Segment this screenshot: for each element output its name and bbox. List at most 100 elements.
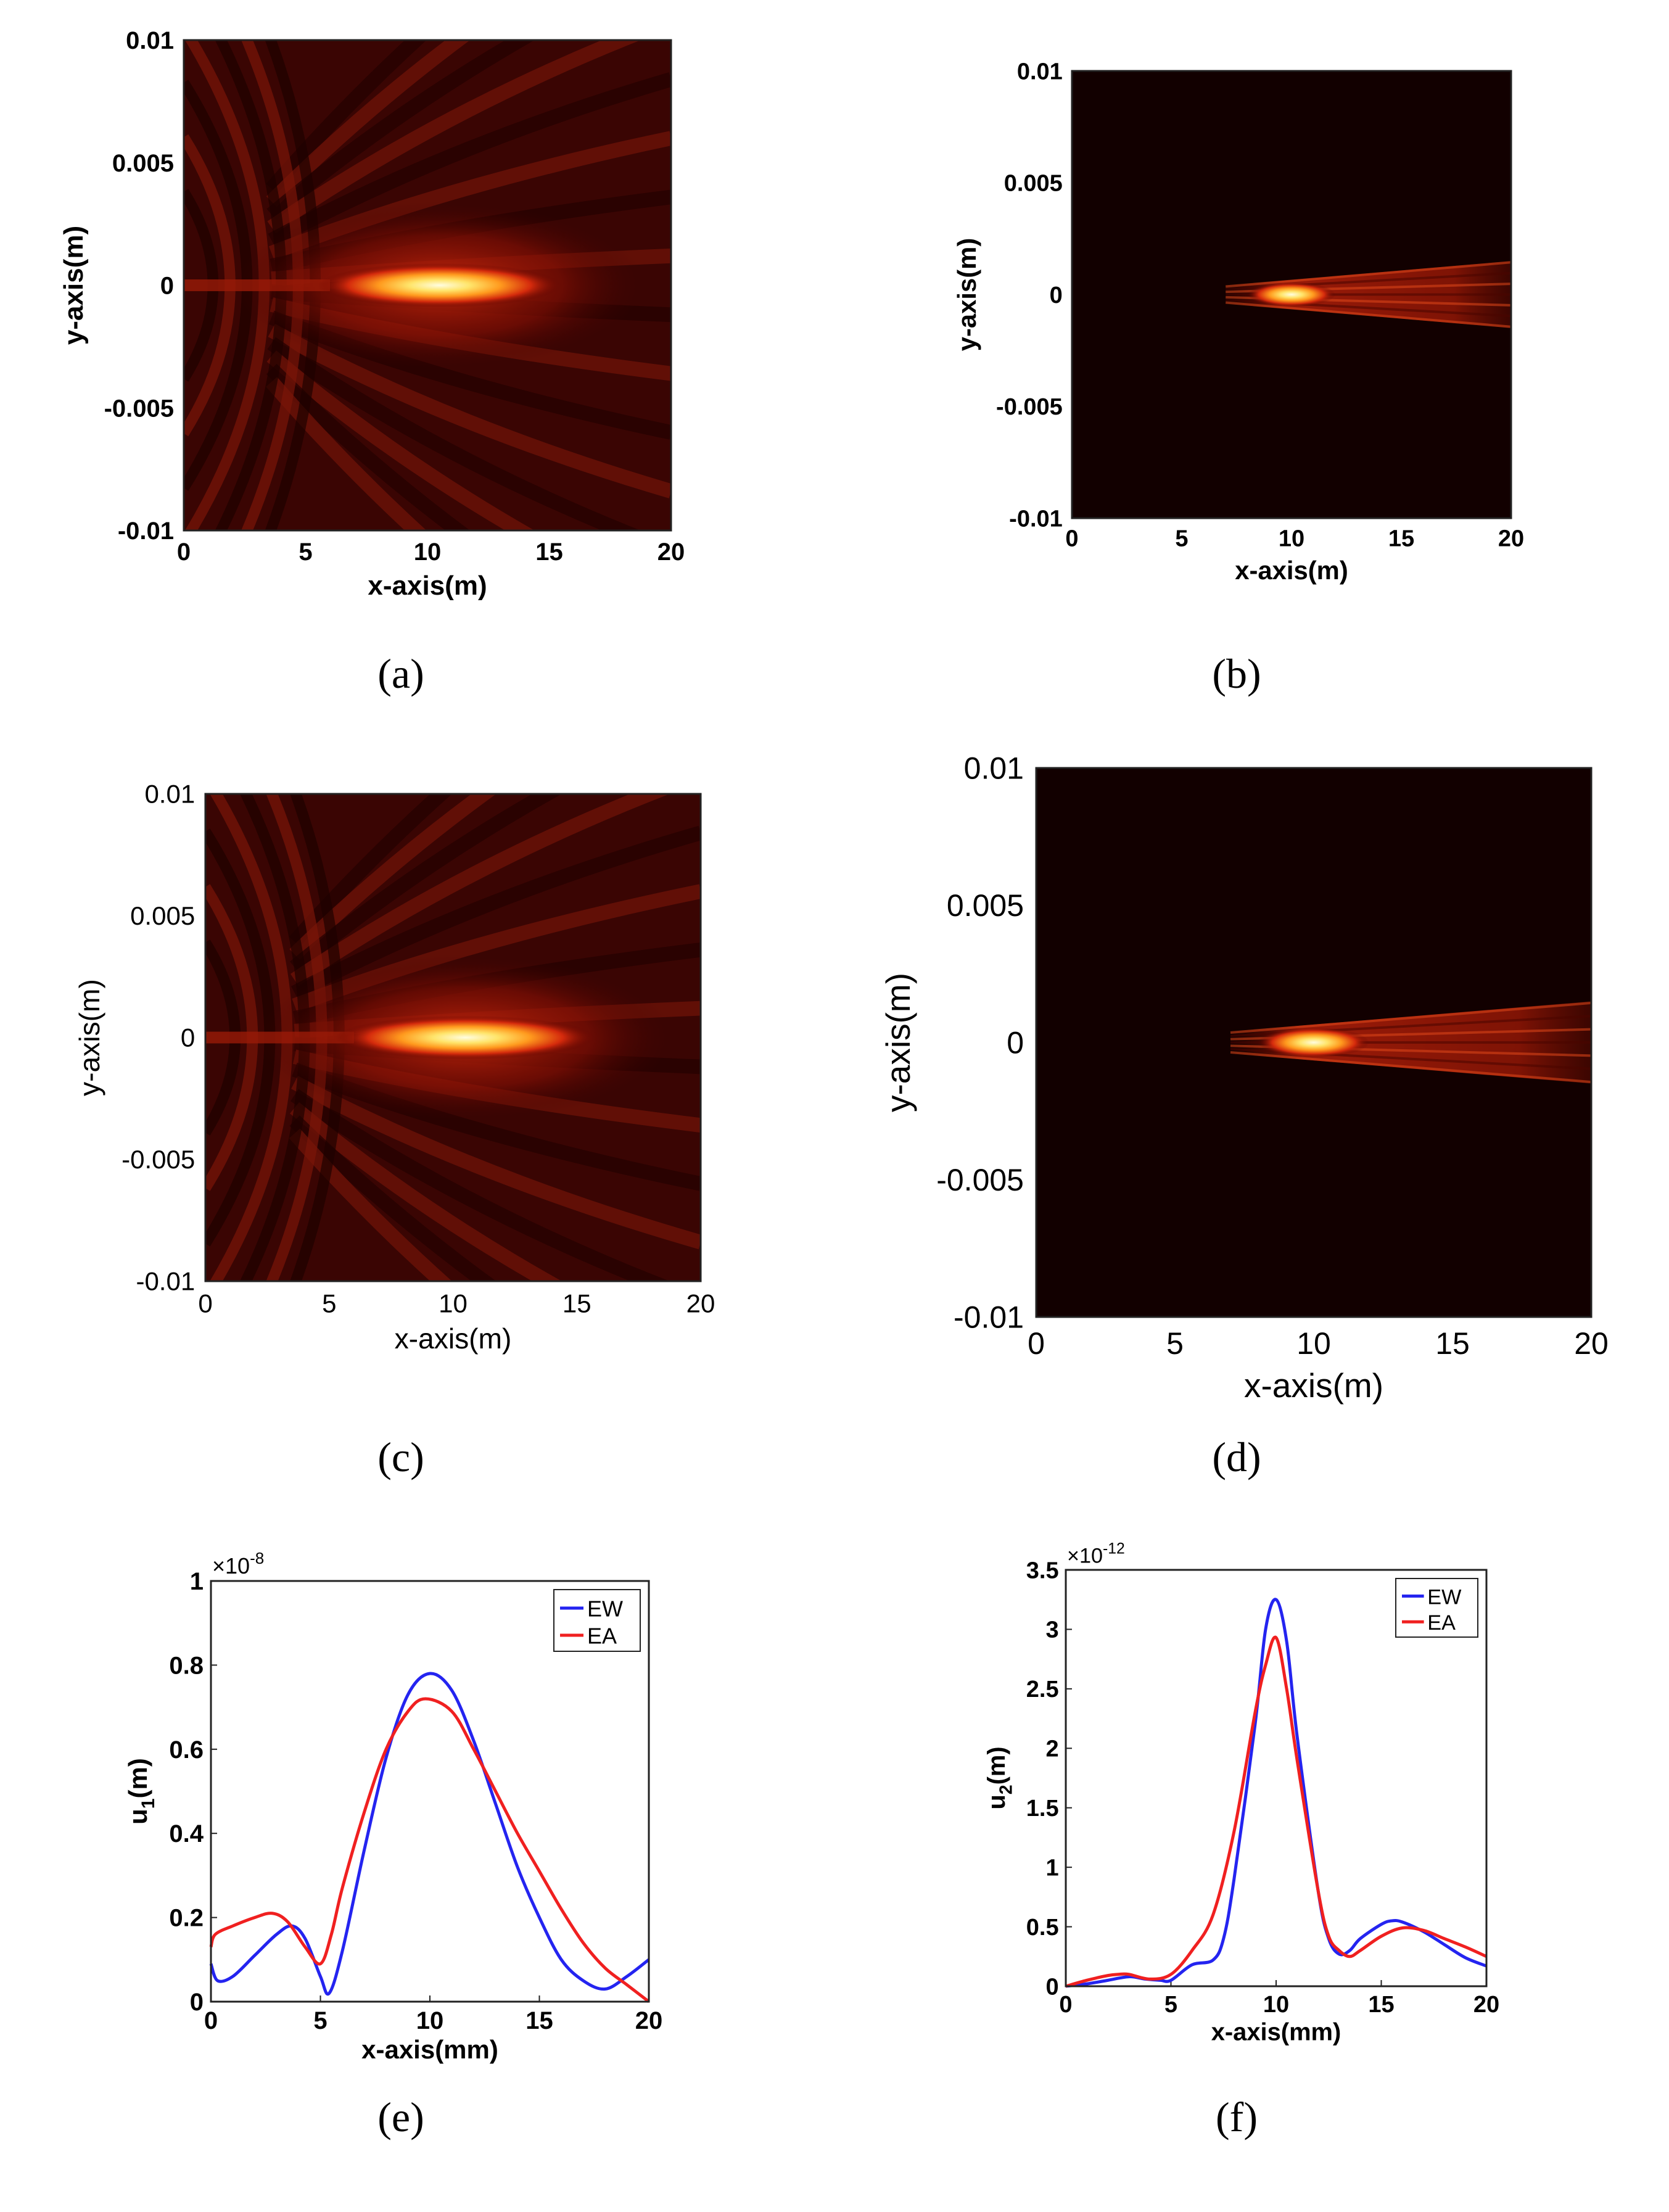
x-tick-label: 15 — [1368, 1992, 1394, 2018]
y-tick-label: 0.01 — [1017, 59, 1063, 85]
fringe-band — [268, 72, 671, 247]
y-tick-label: 0.6 — [169, 1736, 204, 1764]
series-line-ea — [1065, 1635, 1488, 1988]
fringe-band — [290, 794, 670, 986]
hotspot-core — [318, 263, 562, 308]
y-tick-label: 0.2 — [169, 1905, 204, 1932]
y-tick-label: 0.005 — [112, 150, 174, 177]
panel-caption-a: (a) — [377, 650, 424, 697]
x-tick-label: 10 — [416, 2007, 444, 2034]
beam-fringe — [1226, 301, 1511, 328]
panel-caption-f: (f) — [1216, 2094, 1258, 2140]
fringe-band — [289, 794, 452, 947]
source-line — [205, 1031, 354, 1044]
fringe-band — [266, 377, 427, 530]
beam-fringe — [1230, 1051, 1591, 1084]
y-tick-label: -0.01 — [136, 1267, 195, 1296]
panel-caption-e: (e) — [377, 2094, 424, 2140]
fringe-band — [266, 363, 471, 530]
heatmap-field — [1072, 71, 1511, 518]
y-axis-title: y-axis(m) — [952, 238, 981, 352]
plot-frame — [1035, 767, 1593, 1318]
x-tick-label: 20 — [1574, 1326, 1609, 1361]
y-axis-title: y-axis(m) — [879, 973, 917, 1112]
fringe-band — [290, 1102, 562, 1281]
x-axis-title: x-axis(m) — [395, 1323, 512, 1355]
panel-caption-c: (c) — [377, 1434, 424, 1480]
multiplier-base: ×10 — [212, 1553, 250, 1579]
y-tick-label: 0 — [1045, 1974, 1058, 2000]
multiplier-exponent: -8 — [250, 1549, 264, 1567]
fringe-band — [267, 40, 641, 234]
y-title-sub: 1 — [138, 1798, 159, 1809]
heatmap-field — [1036, 768, 1591, 1317]
plot-frame — [204, 793, 702, 1282]
heatmap-field — [184, 40, 671, 530]
hotspot-core — [1247, 282, 1336, 307]
y-tick-label: 0.005 — [1004, 171, 1063, 197]
y-tick-label: 0.8 — [169, 1652, 204, 1679]
x-tick-label: 15 — [1388, 526, 1414, 552]
x-tick-label: 0 — [1028, 1326, 1045, 1361]
fringe-band — [291, 825, 701, 999]
legend-label-ea: EA — [1427, 1611, 1456, 1635]
x-axis-title: x-axis(mm) — [361, 2035, 498, 2064]
y-tick-label: 0.01 — [964, 751, 1024, 786]
x-tick-label: 10 — [1296, 1326, 1331, 1361]
x-tick-label: 15 — [563, 1289, 591, 1318]
y-tick-label: 1.5 — [1026, 1796, 1059, 1822]
x-axis-title: x-axis(mm) — [1211, 2018, 1341, 2045]
x-tick-label: 10 — [439, 1289, 468, 1318]
fringe-band — [291, 1076, 701, 1250]
x-tick-label: 0 — [177, 539, 191, 566]
heatmap-panel-a: 0 5 10 15 20 -0.01 -0.005 0 0.005 0.01 x-axis(m) y-… — [59, 27, 685, 601]
y-tick-label: -0.005 — [996, 394, 1063, 420]
fringe-band — [266, 40, 535, 220]
multiplier-exponent: -12 — [1103, 1540, 1125, 1557]
x-tick-label: 10 — [1279, 526, 1304, 552]
y-title-unit: (m) — [983, 1746, 1010, 1785]
y-title-main: u — [123, 1809, 152, 1825]
y-tick-label: -0.005 — [122, 1145, 195, 1174]
y-tick-label: 1 — [190, 1568, 204, 1595]
x-tick-label: 15 — [1435, 1326, 1470, 1361]
series-line-ew — [1065, 1598, 1487, 1988]
legend-label-ea: EA — [587, 1624, 617, 1649]
beam-fringe — [1226, 261, 1511, 288]
y-tick-label: -0.005 — [104, 395, 174, 422]
y-tick-label: 0 — [181, 1023, 195, 1052]
x-axis-title: x-axis(m) — [1235, 556, 1348, 585]
plot-frame — [1065, 1569, 1488, 1987]
y-tick-label: 0.01 — [126, 27, 174, 54]
y-tick-label: 0.4 — [169, 1820, 204, 1847]
x-tick-label: 0 — [198, 1289, 212, 1318]
x-tick-label: 5 — [1166, 1326, 1184, 1361]
y-axis-title: u1(m) — [123, 1758, 159, 1825]
x-axis-title: x-axis(m) — [368, 571, 487, 601]
heatmap-panel-b: 0 5 10 15 20 -0.01 -0.005 0 0.005 0.01 x-axis(m) y-… — [952, 59, 1524, 585]
multiplier-base: ×10 — [1067, 1545, 1103, 1568]
legend-box — [1395, 1578, 1478, 1638]
heatmap-panel-d: 0 5 10 15 20 -0.01 -0.005 0 0.005 0.01 x-axis(m) y-… — [879, 751, 1609, 1405]
y-tick-label: 0 — [160, 273, 174, 300]
x-tick-label: 5 — [299, 539, 312, 566]
y-tick-label: 0.01 — [144, 780, 195, 809]
fringe-band — [268, 324, 671, 498]
y-tick-label: 0 — [190, 1989, 204, 2016]
fringe-band — [266, 40, 427, 194]
fringe-band — [289, 1128, 452, 1281]
x-tick-label: 20 — [635, 2007, 663, 2034]
y-axis-title: u2(m) — [983, 1746, 1016, 1809]
y-tick-label: 0.5 — [1026, 1915, 1059, 1941]
x-tick-label: 5 — [1164, 1992, 1177, 2018]
series-line-ew — [209, 1672, 650, 1996]
y-tick-label: -0.01 — [1009, 506, 1063, 532]
x-tick-label: 5 — [1175, 526, 1188, 552]
y-tick-label: 3.5 — [1026, 1558, 1059, 1583]
fringe-band — [289, 1115, 497, 1281]
fringe-band — [266, 350, 535, 530]
